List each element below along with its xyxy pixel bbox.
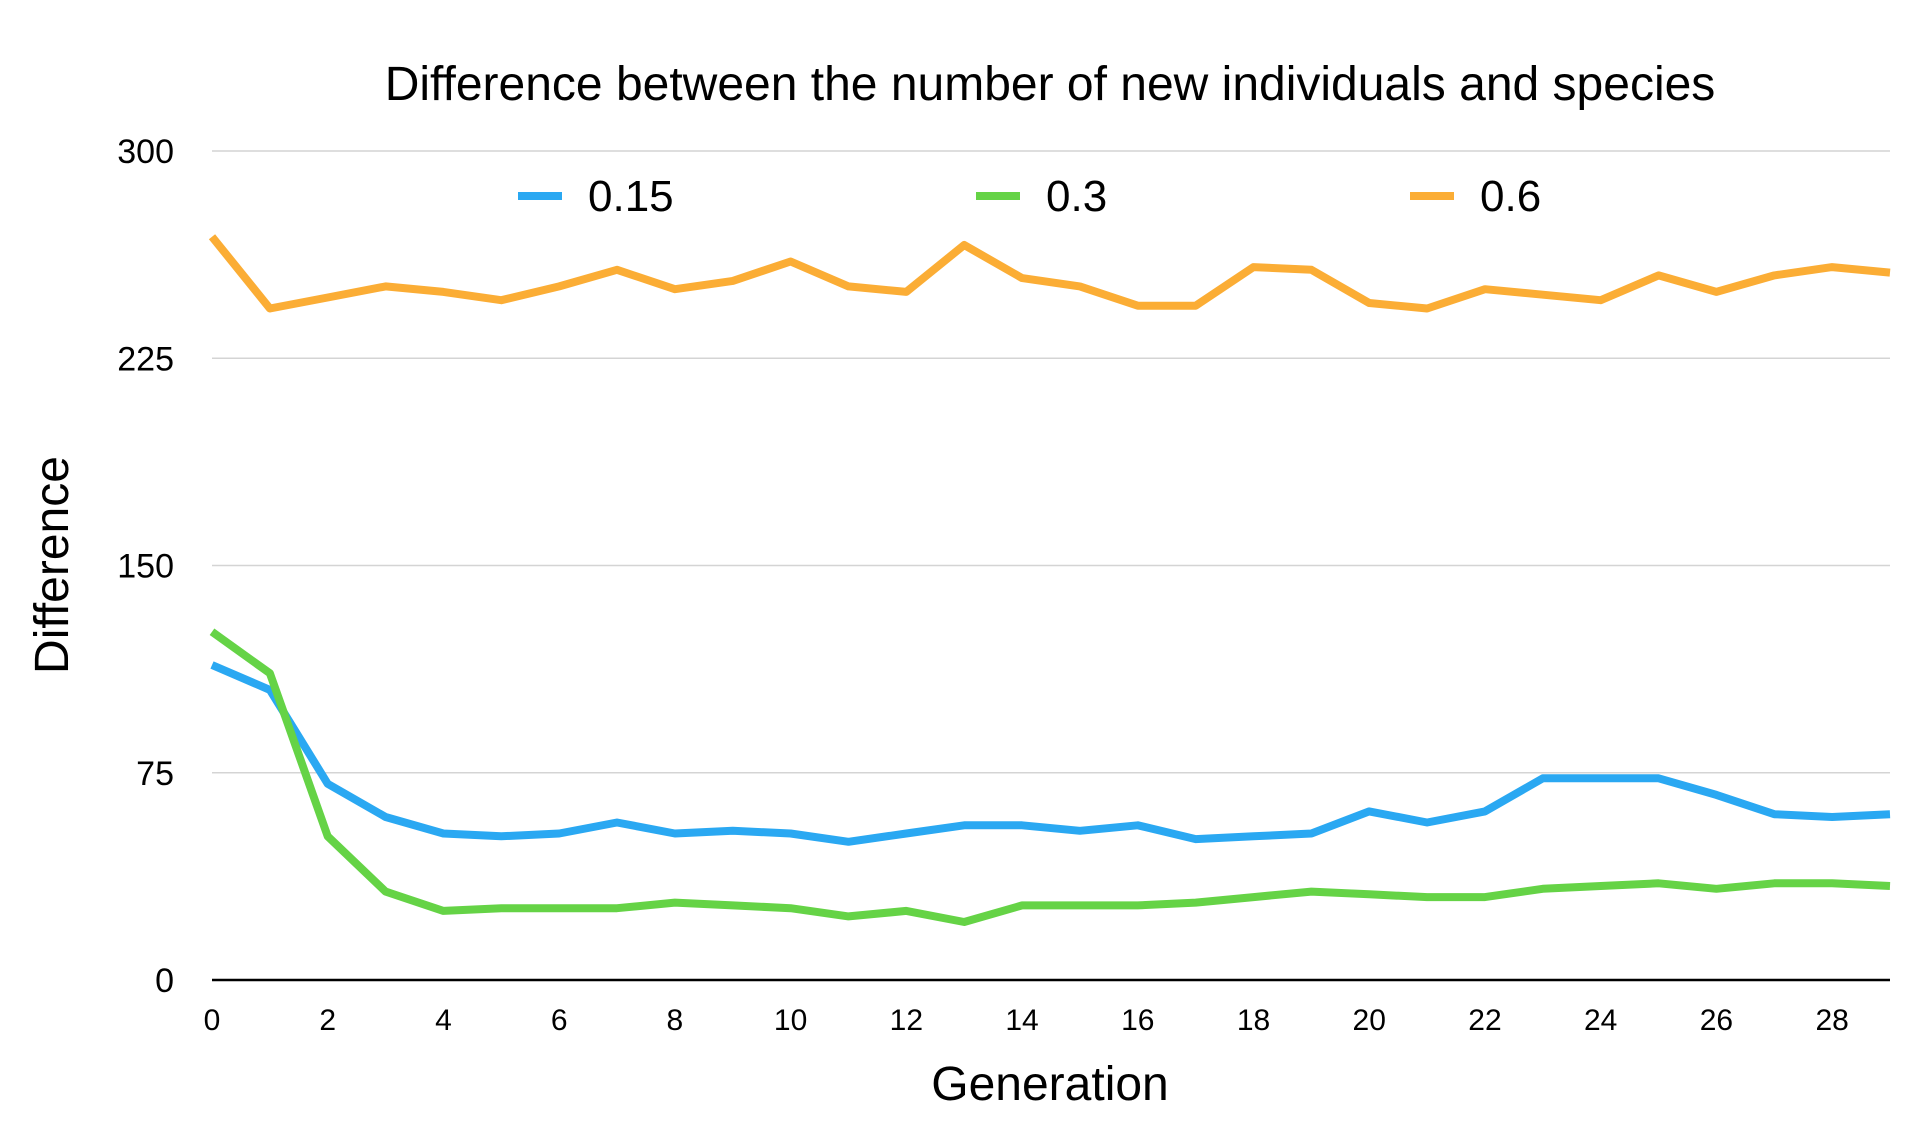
y-axis-title: Difference <box>26 456 79 674</box>
legend-label-0-6: 0.6 <box>1480 172 1541 221</box>
x-axis-ticks: 0 2 4 6 8 10 12 14 16 18 20 22 24 26 28 <box>204 1004 1849 1037</box>
y-tick-label: 150 <box>117 548 174 586</box>
y-tick-label: 300 <box>117 133 174 171</box>
x-tick-label: 18 <box>1237 1004 1270 1037</box>
y-tick-label: 225 <box>117 340 174 378</box>
x-tick-label: 26 <box>1700 1004 1733 1037</box>
legend: 0.15 0.3 0.6 <box>518 172 1541 221</box>
x-tick-label: 20 <box>1353 1004 1386 1037</box>
x-axis-title: Generation <box>931 1058 1169 1111</box>
x-tick-label: 24 <box>1584 1004 1617 1037</box>
y-tick-label: 75 <box>136 755 174 793</box>
y-axis-ticks: 0 75 150 225 300 <box>117 133 174 1000</box>
gridlines <box>212 150 1890 774</box>
legend-label-0-15: 0.15 <box>588 172 674 221</box>
x-tick-label: 14 <box>1005 1004 1038 1037</box>
series-line-0-6 <box>208 234 1891 313</box>
x-tick-label: 8 <box>667 1004 684 1037</box>
x-tick-label: 12 <box>890 1004 923 1037</box>
series-line-0-3 <box>209 628 1891 926</box>
x-tick-label: 28 <box>1815 1004 1848 1037</box>
x-tick-label: 0 <box>204 1004 221 1037</box>
legend-label-0-3: 0.3 <box>1046 172 1107 221</box>
x-tick-label: 2 <box>319 1004 336 1037</box>
x-tick-label: 10 <box>774 1004 807 1037</box>
x-tick-label: 22 <box>1468 1004 1501 1037</box>
y-tick-label: 0 <box>155 962 174 1000</box>
x-tick-label: 6 <box>551 1004 568 1037</box>
series-lines <box>208 234 1891 926</box>
chart-title: Difference between the number of new ind… <box>385 58 1716 111</box>
x-tick-label: 16 <box>1121 1004 1154 1037</box>
x-tick-label: 4 <box>435 1004 452 1037</box>
series-line-0-15 <box>210 661 1891 846</box>
